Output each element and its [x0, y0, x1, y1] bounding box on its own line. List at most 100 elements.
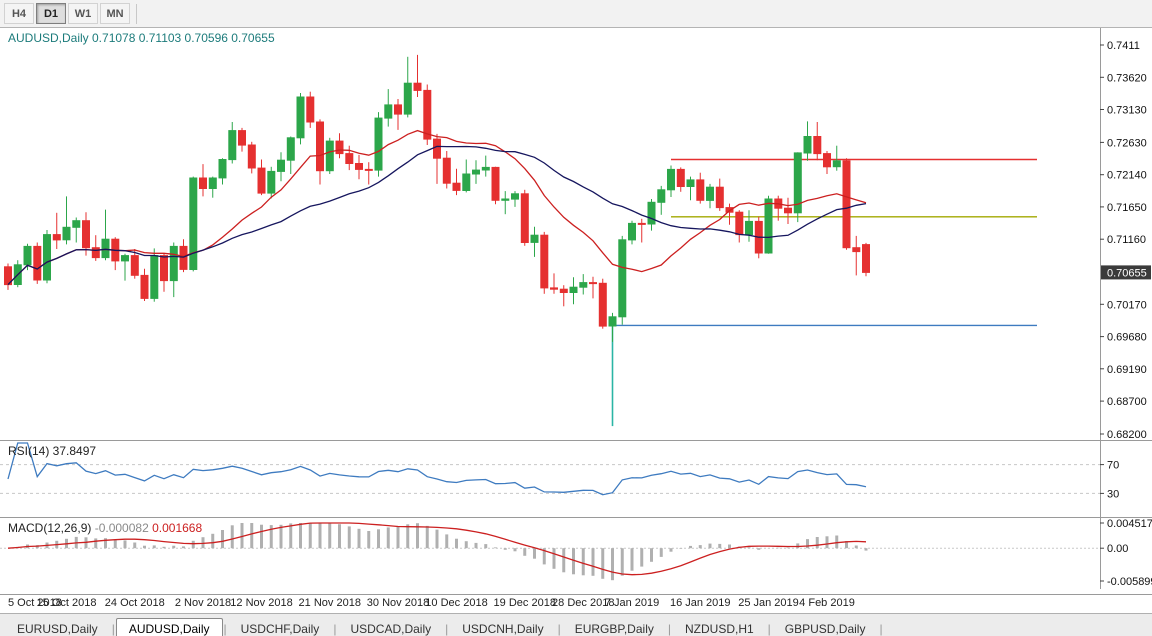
macd-scale-label: 0.00	[1107, 543, 1128, 555]
price-scale-label: 0.73620	[1107, 72, 1147, 84]
timeframe-toolbar: H4 D1 W1 MN	[0, 0, 1152, 28]
candle-up	[511, 193, 519, 200]
candle-down	[179, 245, 188, 270]
chart-tab-eurgbp[interactable]: EURGBP,Daily	[574, 622, 654, 636]
candle-down	[491, 166, 500, 201]
chart-tab-usdcnh[interactable]: USDCNH,Daily	[462, 622, 544, 636]
candle-up	[169, 245, 178, 282]
rsi-label: RSI(14) 37.8497	[8, 444, 96, 458]
macd-signal-line	[7, 522, 867, 576]
candle-up	[764, 198, 773, 254]
ma-slow-line	[7, 145, 867, 286]
date-axis-label: 10 Dec 2018	[425, 597, 488, 609]
date-axis-label: 12 Nov 2018	[230, 597, 293, 609]
price-scale-label: 0.70170	[1107, 299, 1147, 311]
chart-tab-nzdusd[interactable]: NZDUSD,H1	[684, 622, 754, 636]
candle-up	[472, 169, 480, 175]
candle-up	[121, 255, 129, 262]
timeframe-button-d1[interactable]: D1	[36, 3, 66, 24]
candle-up	[579, 282, 588, 288]
macd-scale-label: 0.004517	[1107, 518, 1152, 530]
candle-down	[306, 96, 315, 123]
date-axis-label: 15 Oct 2018	[36, 597, 97, 609]
candle-down	[238, 130, 246, 146]
date-axis-label: 28 Dec 2018	[552, 597, 615, 609]
chart-tab-audusd[interactable]: AUDUSD,Daily	[115, 618, 223, 636]
price-scale-label: 0.7411	[1107, 40, 1140, 52]
candle-down	[550, 287, 558, 290]
candle-up	[481, 166, 490, 171]
candle-down	[715, 186, 724, 209]
candle-down	[33, 245, 42, 281]
candle-down	[433, 138, 441, 159]
tab-separator: |	[223, 622, 227, 636]
candle-up	[43, 234, 51, 281]
candle-down	[842, 160, 851, 249]
timeframe-button-mn[interactable]: MN	[100, 3, 130, 24]
candle-up	[150, 255, 159, 299]
chart-tab-gbpusd[interactable]: GBPUSD,Daily	[784, 622, 866, 636]
candle-up	[530, 234, 539, 243]
tab-separator: |	[767, 622, 771, 636]
candle-down	[784, 207, 792, 214]
candle-down	[735, 211, 744, 236]
candle-up	[569, 286, 578, 294]
date-axis[interactable]: 5 Oct 2018 15 Oct 2018 24 Oct 2018 2 Nov 20…	[0, 594, 1152, 613]
candle-up	[218, 159, 227, 179]
macd-scale-label: -0.005899	[1107, 576, 1152, 588]
rsi-scale-label: 30	[1107, 488, 1119, 500]
candle-down	[423, 89, 432, 140]
candle-down	[160, 255, 168, 282]
candle-up	[384, 104, 393, 119]
price-scale-label: 0.72630	[1107, 137, 1147, 149]
rsi-scale-label: 70	[1107, 460, 1119, 472]
candle-down	[130, 255, 139, 276]
rsi-line	[7, 442, 867, 496]
candle-down	[725, 207, 734, 213]
chart-tabs: EURUSD,Daily | AUDUSD,Daily | USDCHF,Daily | U…	[4, 618, 884, 636]
date-axis-label: 19 Dec 2018	[493, 597, 556, 609]
current-price-badge	[1101, 265, 1151, 280]
candle-down	[247, 144, 256, 169]
candle-down	[91, 247, 100, 259]
candle-up	[686, 179, 695, 187]
candle-down	[520, 193, 529, 244]
candle-up	[296, 96, 305, 139]
candle-up	[403, 82, 412, 115]
price-scale-label: 0.68700	[1107, 396, 1147, 408]
toolbar-separator	[136, 3, 137, 24]
chart-tab-usdcad[interactable]: USDCAD,Daily	[350, 622, 432, 636]
candle-down	[559, 288, 568, 294]
chart-tab-usdchf[interactable]: USDCHF,Daily	[240, 622, 320, 636]
tab-separator: |	[111, 622, 115, 636]
date-axis-label: 16 Jan 2019	[669, 597, 731, 609]
date-axis-label: 21 Nov 2018	[298, 597, 361, 609]
candle-down	[540, 234, 549, 289]
date-axis-label: 2 Nov 2018	[174, 597, 232, 609]
candle-down	[52, 234, 61, 241]
candle-up	[803, 136, 812, 154]
candle-down	[316, 121, 324, 172]
price-chart[interactable]: AUDUSD,Daily 0.71078 0.71103 0.70596 0.7…	[0, 28, 1152, 589]
timeframe-button-w1[interactable]: W1	[68, 3, 98, 24]
price-scale-label: 0.73130	[1107, 105, 1147, 117]
candle-up	[189, 177, 198, 270]
candle-down	[257, 167, 266, 194]
candle-up	[72, 220, 81, 228]
price-scale-label: 0.72140	[1107, 170, 1147, 182]
chart-symbol-ohlc: AUDUSD,Daily 0.71078 0.71103 0.70596 0.7…	[8, 31, 275, 45]
tab-separator: |	[557, 622, 561, 636]
candle-up	[267, 170, 276, 194]
candle-up	[618, 239, 627, 318]
candle-down	[589, 282, 597, 285]
timeframe-button-h4[interactable]: H4	[4, 3, 34, 24]
candle-down	[637, 222, 646, 225]
candle-up	[325, 140, 334, 172]
candle-down	[676, 168, 685, 187]
candle-up	[277, 159, 285, 172]
chart-tab-eurusd[interactable]: EURUSD,Daily	[17, 622, 98, 636]
candle-up	[793, 152, 802, 214]
candle-up	[608, 316, 617, 327]
price-scale-label: 0.68200	[1107, 429, 1147, 441]
chart-area[interactable]: AUDUSD,Daily 0.71078 0.71103 0.70596 0.7…	[0, 28, 1152, 613]
